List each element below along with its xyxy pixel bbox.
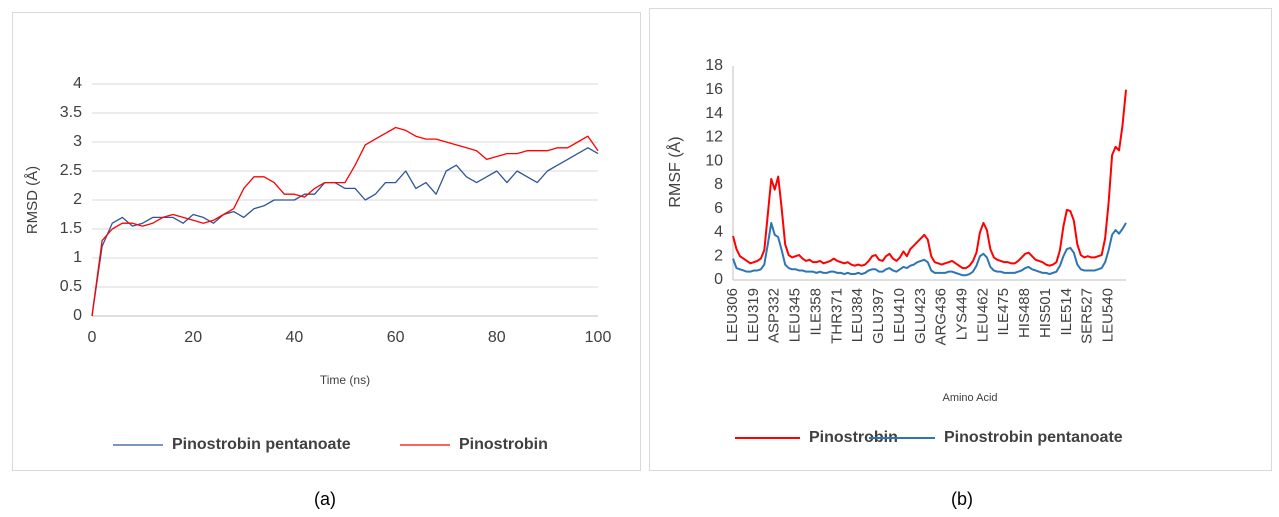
panel-label: (a): [314, 489, 336, 509]
y-axis-title: RMSD (Å): [24, 166, 41, 234]
y-tick-label: 18: [705, 57, 723, 74]
x-tick-label: ILE475: [995, 288, 1012, 336]
x-tick-label: 100: [585, 329, 612, 346]
y-tick-label: 4: [714, 224, 723, 241]
panel-label: (b): [951, 489, 973, 509]
y-tick-label: 2.5: [60, 162, 82, 179]
y-tick-label: 14: [705, 105, 723, 122]
x-tick-label: SER527: [1079, 288, 1096, 344]
x-tick-label: ASP332: [766, 288, 783, 343]
y-tick-label: 3: [73, 133, 82, 150]
y-tick-label: 2: [73, 191, 82, 208]
x-tick-label: ARG436: [933, 288, 950, 346]
x-tick-label: 80: [488, 329, 506, 346]
legend-label: Pinostrobin: [459, 436, 548, 453]
x-tick-label: THR371: [828, 288, 845, 344]
x-tick-label: LEU410: [891, 288, 908, 342]
x-tick-label: LEU540: [1100, 288, 1117, 342]
series-line: [732, 89, 1127, 270]
x-tick-label: 20: [184, 329, 202, 346]
y-tick-label: 10: [705, 152, 723, 169]
y-tick-label: 3.5: [60, 104, 82, 121]
x-tick-label: LEU319: [745, 288, 762, 342]
x-tick-label: 40: [286, 329, 304, 346]
y-axis-title: RMSF (Å): [665, 136, 684, 207]
legend-label: Pinostrobin pentanoate: [944, 429, 1123, 446]
x-tick-label: ILE358: [807, 288, 824, 336]
y-tick-label: 6: [714, 200, 723, 217]
x-axis-title: Time (ns): [320, 373, 370, 387]
legend-label: Pinostrobin: [809, 429, 898, 446]
x-tick-label: LEU306: [724, 288, 741, 342]
x-tick-label: LEU345: [787, 288, 804, 342]
y-tick-label: 16: [705, 81, 723, 98]
series-line: [91, 147, 599, 317]
x-tick-label: LYS449: [954, 288, 971, 340]
x-axis-title: Amino Acid: [942, 392, 997, 404]
y-tick-label: 1: [73, 249, 82, 266]
y-tick-label: 0.5: [60, 278, 82, 295]
series-line: [732, 221, 1127, 277]
panel-frame: [12, 12, 641, 471]
y-tick-label: 1.5: [60, 220, 82, 237]
y-tick-label: 2: [714, 247, 723, 264]
y-tick-label: 0: [73, 307, 82, 324]
y-tick-label: 0: [714, 271, 723, 288]
x-tick-label: HIS488: [1016, 288, 1033, 338]
y-tick-label: 4: [73, 75, 82, 92]
x-tick-label: HIS501: [1037, 288, 1054, 338]
x-tick-label: 0: [88, 329, 97, 346]
x-tick-label: GLU423: [912, 288, 929, 344]
legend-label: Pinostrobin pentanoate: [172, 436, 351, 453]
x-tick-label: LEU462: [974, 288, 991, 342]
x-tick-label: 60: [387, 329, 405, 346]
y-tick-label: 8: [714, 176, 723, 193]
series-line: [91, 126, 599, 317]
x-tick-label: GLU397: [870, 288, 887, 344]
x-tick-label: LEU384: [849, 288, 866, 342]
x-tick-label: ILE514: [1058, 288, 1075, 336]
y-tick-label: 12: [705, 129, 723, 146]
panel-frame: [649, 8, 1272, 471]
